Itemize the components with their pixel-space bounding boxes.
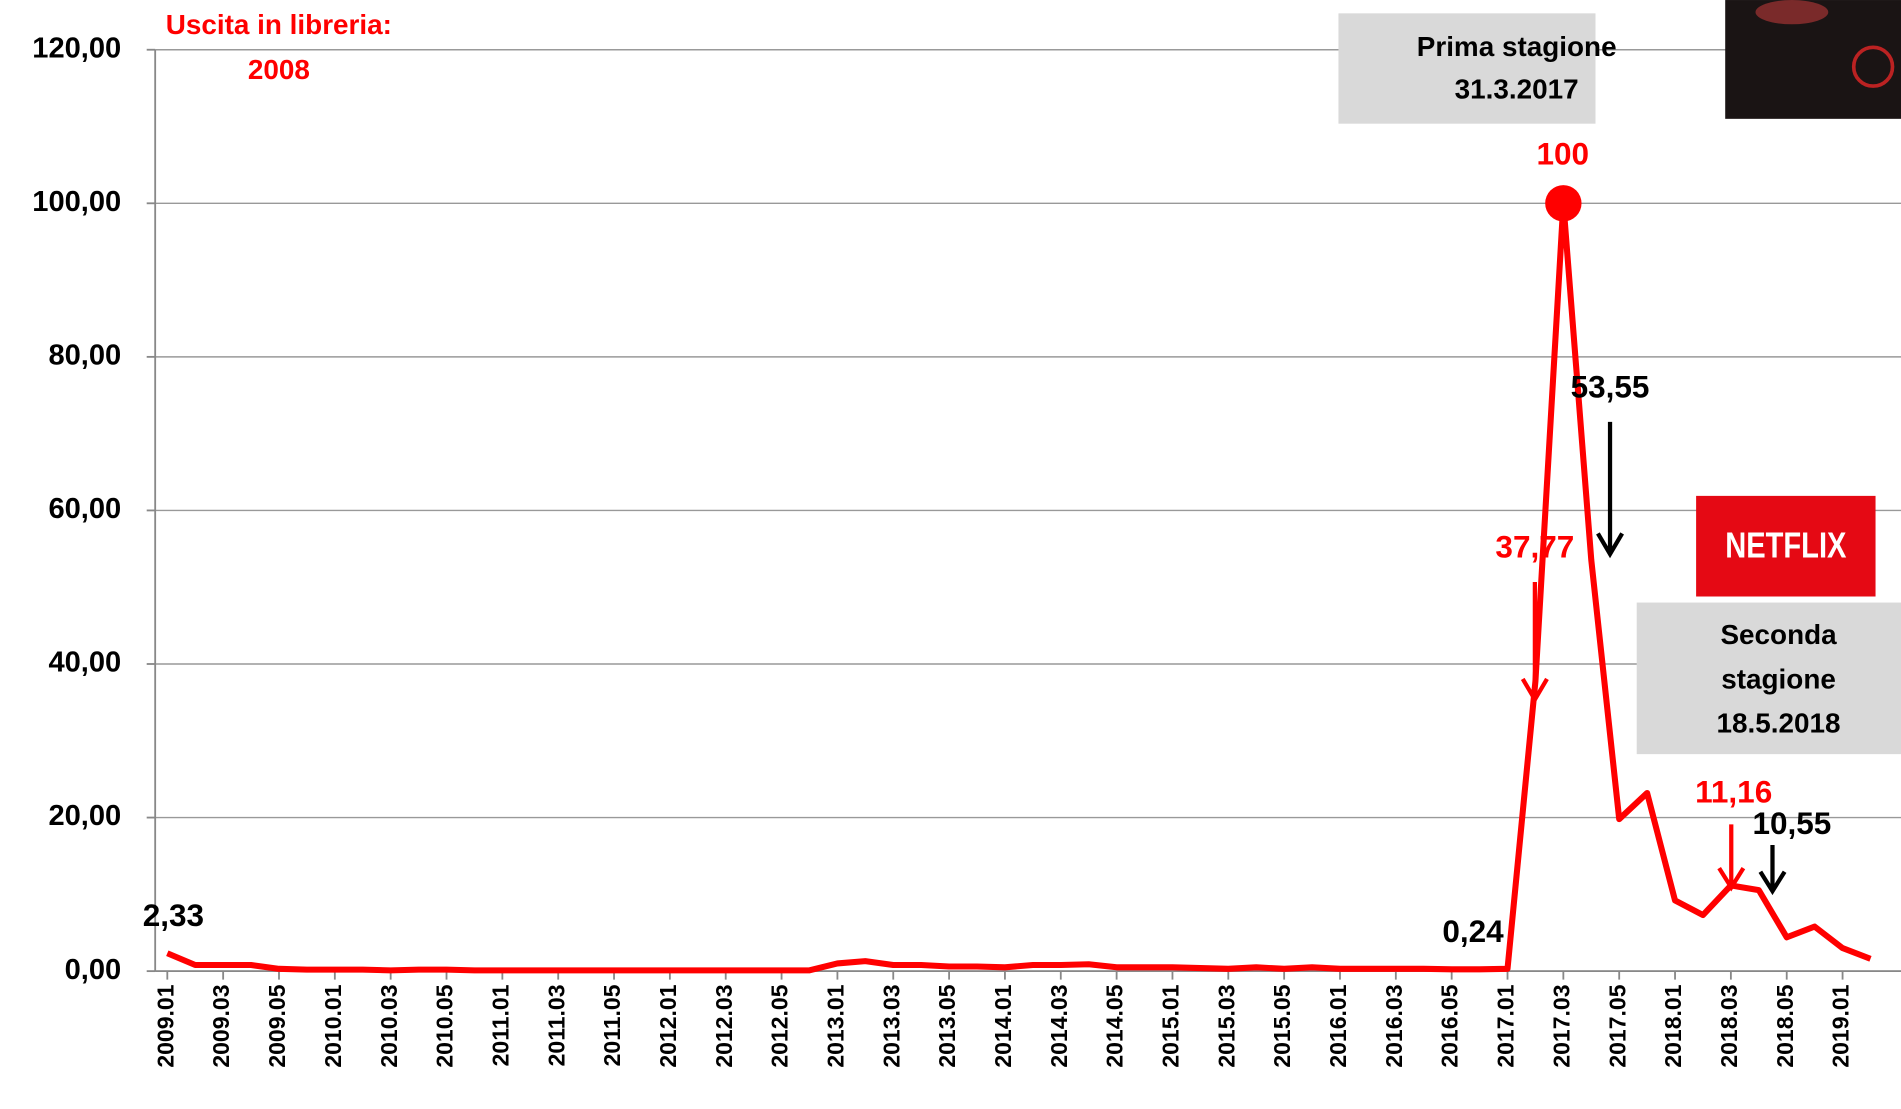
- x-tick-label: 2014.05: [1102, 984, 1128, 1067]
- arrow: [1717, 824, 1746, 892]
- annotation-box: [1338, 13, 1596, 124]
- data-label: 2,33: [143, 897, 204, 933]
- x-tick-label: 2015.05: [1269, 984, 1295, 1067]
- x-tick-label: 2015.01: [1158, 984, 1184, 1067]
- annotation: 2008: [248, 54, 310, 85]
- book-cover-detail: [1851, 45, 1895, 88]
- data-label: 0,24: [1442, 913, 1504, 949]
- x-tick-label: 2011.05: [599, 984, 625, 1066]
- x-tick-label: 2013.01: [822, 984, 848, 1067]
- annotation: 31.3.2017: [1455, 73, 1579, 104]
- y-tick-label: 0,00: [65, 954, 122, 986]
- x-tick-label: 2016.03: [1381, 984, 1407, 1067]
- peak-marker: [1545, 185, 1582, 222]
- x-tick-label: 2012.01: [655, 984, 681, 1067]
- x-tick-label: 2013.05: [934, 984, 960, 1067]
- x-tick-label: 2012.05: [767, 984, 793, 1067]
- data-label: 53,55: [1571, 369, 1650, 405]
- y-tick-label: 80,00: [48, 340, 121, 372]
- line: [166, 200, 1872, 974]
- netflix-text: NETFLIX: [1725, 525, 1846, 566]
- x-tick-label: 2016.01: [1325, 984, 1351, 1067]
- x-tick-label: 2012.03: [711, 984, 737, 1067]
- arrow: [1520, 581, 1549, 704]
- x-tick-label: 2010.05: [432, 984, 458, 1067]
- x-tick-label: 2017.01: [1493, 984, 1519, 1067]
- x-tick-label: 2009.03: [208, 984, 234, 1067]
- data-label: 37,77: [1495, 529, 1574, 565]
- x-tick-label: 2017.03: [1548, 984, 1574, 1067]
- y-tick-label: 60,00: [48, 493, 121, 525]
- x-tick-label: 2013.03: [878, 984, 904, 1067]
- x-tick-label: 2009.01: [152, 984, 178, 1067]
- annotation: stagione: [1721, 664, 1836, 695]
- x-tick-label: 2018.03: [1716, 984, 1742, 1067]
- book-cover-detail: [1755, 0, 1829, 25]
- x-tick-label: 2019.01: [1828, 984, 1854, 1067]
- x-tick-label: 2014.01: [990, 984, 1016, 1067]
- x-tick-label: 2010.01: [320, 984, 346, 1067]
- y-tick-label: 100,00: [32, 186, 121, 218]
- annotation: Seconda: [1720, 619, 1837, 650]
- plot: [166, 185, 1872, 974]
- x-tick-label: 2010.03: [376, 984, 402, 1067]
- data-label: 11,16: [1695, 773, 1772, 809]
- annotation: Uscita in libreria:: [166, 9, 392, 40]
- x-tick-label: 2011.03: [543, 984, 569, 1066]
- grid: [146, 48, 1901, 980]
- x-tick-label: 2011.01: [487, 984, 513, 1066]
- annotation: Prima stagione: [1417, 31, 1617, 62]
- arrow: [1758, 845, 1787, 896]
- y-tick-label: 20,00: [48, 800, 121, 832]
- annotation-box: [1636, 602, 1901, 755]
- arrows: [1520, 421, 1787, 896]
- y-tick-label: 120,00: [32, 32, 121, 64]
- data-label: 10,55: [1752, 805, 1831, 841]
- x-tick-label: 2015.03: [1213, 984, 1239, 1067]
- annotation: 18.5.2018: [1717, 707, 1841, 738]
- x-tick-label: 2014.03: [1046, 984, 1072, 1067]
- x-tick-label: 2018.05: [1772, 984, 1798, 1067]
- netflix-logo: [1696, 495, 1876, 597]
- x-tick-label: 2017.05: [1604, 984, 1630, 1067]
- y-tick-label: 40,00: [48, 647, 121, 679]
- data-label: 100: [1536, 136, 1589, 172]
- x-tick-label: 2009.05: [264, 984, 290, 1067]
- arrow: [1596, 421, 1624, 559]
- x-tick-label: 2018.01: [1660, 984, 1686, 1067]
- x-tick-label: 2016.05: [1437, 984, 1463, 1067]
